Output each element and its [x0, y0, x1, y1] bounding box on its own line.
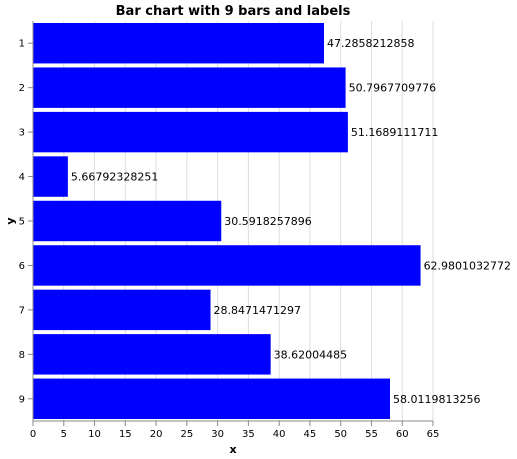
x-tick-label: 15	[119, 429, 132, 440]
y-tick-label: 7	[19, 305, 25, 316]
y-tick-label: 1	[19, 39, 25, 50]
bar-1	[33, 23, 324, 64]
bar-6	[33, 245, 421, 286]
bar-8	[33, 334, 271, 375]
bar-3	[33, 111, 348, 153]
y-tick-label: 8	[19, 350, 25, 361]
x-tick-label: 0	[30, 429, 36, 440]
bar-value-label: 58.0119813256	[393, 393, 480, 406]
x-axis-title: x	[229, 443, 236, 456]
x-tick-label: 30	[211, 429, 224, 440]
bar-value-label: 50.7967709776	[349, 82, 436, 95]
x-tick-label: 40	[273, 429, 286, 440]
bar-value-label: 51.1689111711	[351, 126, 438, 139]
y-tick-label: 9	[19, 394, 25, 405]
x-tick-label: 45	[304, 429, 317, 440]
y-tick-label: 5	[19, 217, 25, 228]
bar-value-label: 47.2858212858	[327, 37, 414, 50]
y-tick-label: 4	[19, 172, 25, 183]
chart-title: Bar chart with 9 bars and labels	[116, 4, 351, 19]
x-tick-label: 25	[180, 429, 193, 440]
y-tick-label: 2	[19, 83, 25, 94]
bar-value-label: 28.8471471297	[214, 304, 301, 317]
bar-value-label: 62.9801032772	[424, 259, 511, 272]
bar-5	[33, 200, 222, 242]
x-tick-label: 10	[88, 429, 101, 440]
x-tick-label: 55	[365, 429, 378, 440]
x-tick-label: 20	[150, 429, 163, 440]
x-tick-label: 50	[334, 429, 347, 440]
bar-2	[33, 67, 346, 108]
bar-value-label: 30.5918257896	[224, 215, 311, 228]
bars-layer	[33, 23, 421, 419]
x-tick-label: 65	[427, 429, 440, 440]
x-tick-label: 60	[396, 429, 409, 440]
bar-4	[33, 156, 68, 197]
x-tick-label: 35	[242, 429, 255, 440]
y-tick-label: 3	[19, 128, 25, 139]
x-tick-label: 5	[61, 429, 67, 440]
y-axis-title: y	[4, 217, 17, 224]
bar-value-label: 5.66792328251	[71, 171, 158, 184]
bar-value-label: 38.62004485	[274, 348, 347, 361]
bar-7	[33, 289, 211, 331]
bar-9	[33, 378, 390, 419]
data-labels-layer: 47.2858212858 50.7967709776 51.1689111711 5…	[71, 37, 511, 406]
y-tick-label: 6	[19, 261, 25, 272]
